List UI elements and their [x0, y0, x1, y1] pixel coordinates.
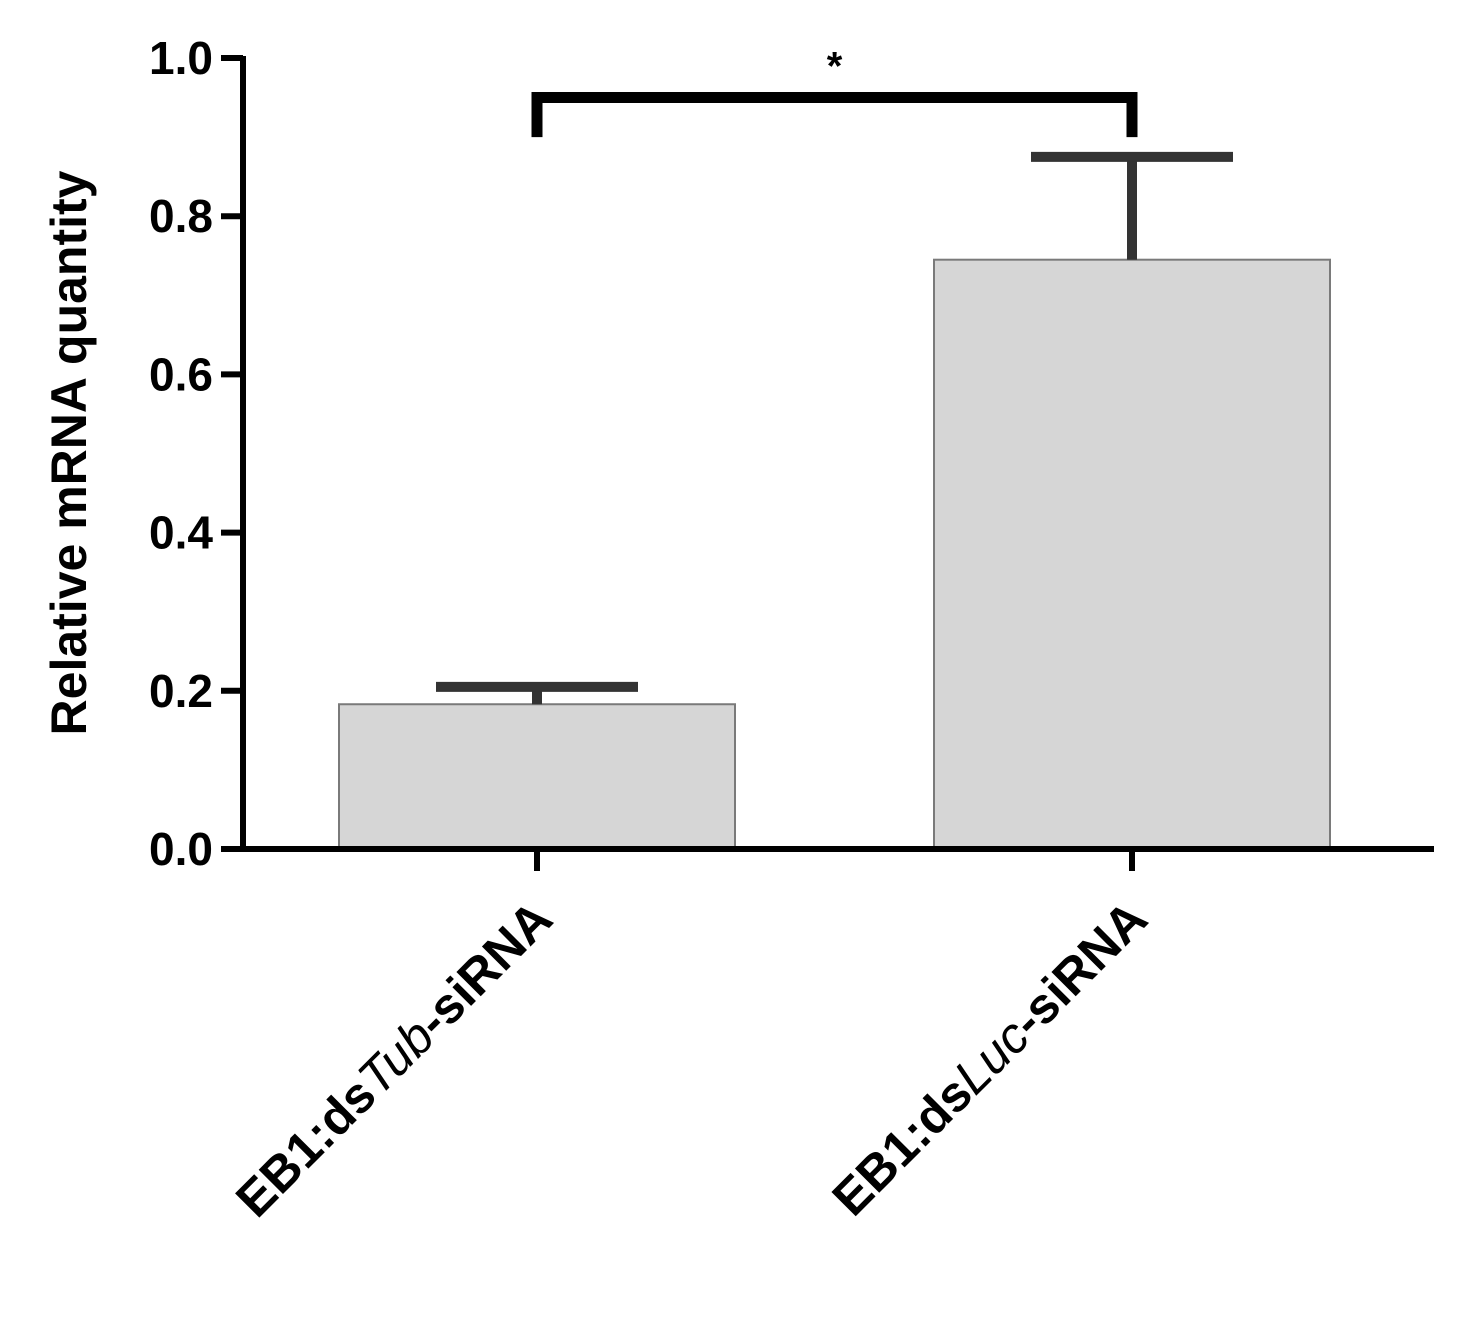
axes-layer	[221, 55, 1434, 871]
significance-bracket	[531, 92, 1138, 138]
error-bars-layer	[436, 151, 1233, 705]
significance-label: *	[827, 45, 843, 89]
y-tick-label-5: 1.0	[149, 32, 213, 84]
bar-1	[338, 703, 736, 851]
y-tick-label-1: 0.2	[149, 665, 213, 717]
category-label-suffix: -siRNA	[1000, 890, 1157, 1047]
bars-layer	[338, 258, 1331, 851]
bar-2	[933, 258, 1331, 850]
y-axis-title: Relative mRNA quantity	[41, 170, 97, 735]
y-tick-label-4: 0.8	[149, 190, 213, 242]
y-tick-label-3: 0.6	[149, 348, 213, 400]
annotations-layer: *	[531, 45, 1138, 138]
x-category-label-1: EB1:dsTub-siRNA	[225, 890, 563, 1228]
category-label-prefix: EB1:ds	[821, 1065, 982, 1226]
category-label-suffix: -siRNA	[405, 890, 562, 1047]
y-tick-label-0: 0.0	[149, 823, 213, 875]
x-category-label-2: EB1:dsLuc-siRNA	[821, 890, 1157, 1226]
y-tick-label-2: 0.4	[149, 507, 213, 559]
category-label-prefix: EB1:ds	[225, 1066, 386, 1227]
